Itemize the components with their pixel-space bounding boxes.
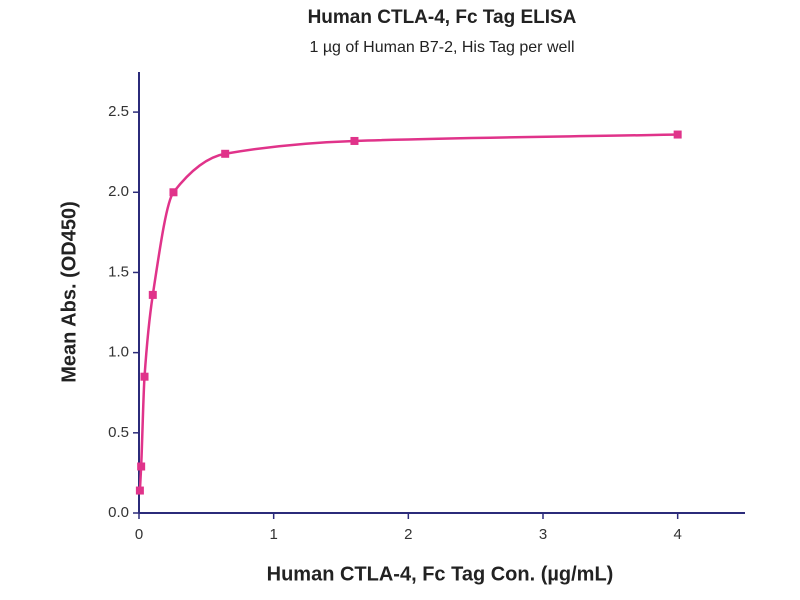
x-axis-label: Human CTLA-4, Fc Tag Con. (µg/mL): [267, 563, 614, 585]
x-tick-label: 3: [539, 526, 547, 543]
y-tick-label: 2.0: [108, 183, 129, 200]
data-point: [350, 136, 359, 145]
x-tick-label: 2: [404, 526, 412, 543]
chart-title: Human CTLA-4, Fc Tag ELISA: [308, 7, 577, 28]
y-tick-label: 1.0: [108, 344, 129, 361]
data-point: [140, 372, 149, 381]
x-tick-label: 0: [135, 526, 143, 543]
data-point: [135, 486, 144, 495]
y-axis-label: Mean Abs. (OD450): [58, 201, 80, 383]
x-tick-label: 4: [673, 526, 681, 543]
data-point: [148, 290, 157, 299]
y-tick-label: 1.5: [108, 263, 129, 280]
x-tick-label: 1: [269, 526, 277, 543]
data-point: [221, 149, 230, 158]
data-point: [673, 130, 682, 139]
y-tick-label: 2.5: [108, 103, 129, 120]
y-tick-label: 0.5: [108, 424, 129, 441]
y-tick-label: 0.0: [108, 504, 129, 521]
chart-subtitle: 1 µg of Human B7-2, His Tag per well: [309, 39, 574, 56]
data-point: [169, 188, 178, 197]
fit-curve: [138, 133, 678, 491]
data-point: [137, 462, 146, 471]
